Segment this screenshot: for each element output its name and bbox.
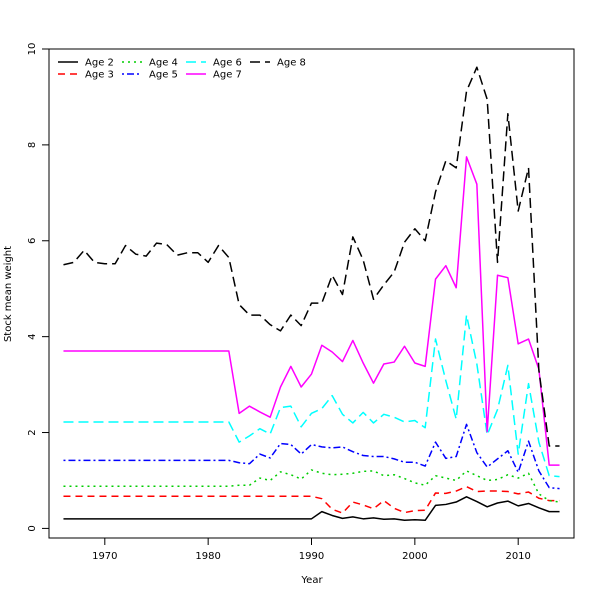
legend-label: Age 5 — [149, 70, 178, 81]
y-axis: 0 2 4 6 8 10 — [27, 43, 50, 532]
y-tick-label: 0 — [27, 525, 38, 531]
x-tick-label: 1990 — [299, 551, 324, 562]
series-line-age-5 — [63, 423, 560, 490]
legend-label: Age 6 — [213, 58, 242, 69]
x-tick-label: 1970 — [92, 551, 117, 562]
series-line-age-3 — [63, 485, 560, 514]
plot-frame — [48, 48, 575, 539]
legend-label: Age 4 — [149, 58, 178, 69]
series-line-age-8 — [63, 66, 560, 447]
y-tick-label: 4 — [27, 333, 38, 339]
legend-label: Age 8 — [277, 58, 306, 69]
y-tick-label: 10 — [27, 43, 38, 56]
legend-label: Age 7 — [213, 70, 242, 81]
series-line-age-6 — [63, 314, 560, 478]
series-line-age-7 — [63, 156, 560, 466]
legend-label: Age 3 — [85, 70, 114, 81]
y-tick-label: 8 — [27, 142, 38, 148]
x-axis: 1970 1980 1990 2000 2010 — [92, 537, 531, 562]
series-layer — [63, 66, 560, 522]
x-axis-title: Year — [300, 575, 323, 586]
legend-label: Age 2 — [85, 58, 114, 69]
x-tick-label: 1980 — [195, 551, 220, 562]
y-tick-label: 2 — [27, 429, 38, 435]
y-tick-label: 6 — [27, 238, 38, 244]
x-tick-label: 2010 — [505, 551, 530, 562]
series-line-age-4 — [63, 469, 560, 503]
x-tick-label: 2000 — [402, 551, 427, 562]
series-line-age-2 — [63, 496, 560, 522]
y-axis-title: Stock mean weight — [3, 246, 14, 342]
